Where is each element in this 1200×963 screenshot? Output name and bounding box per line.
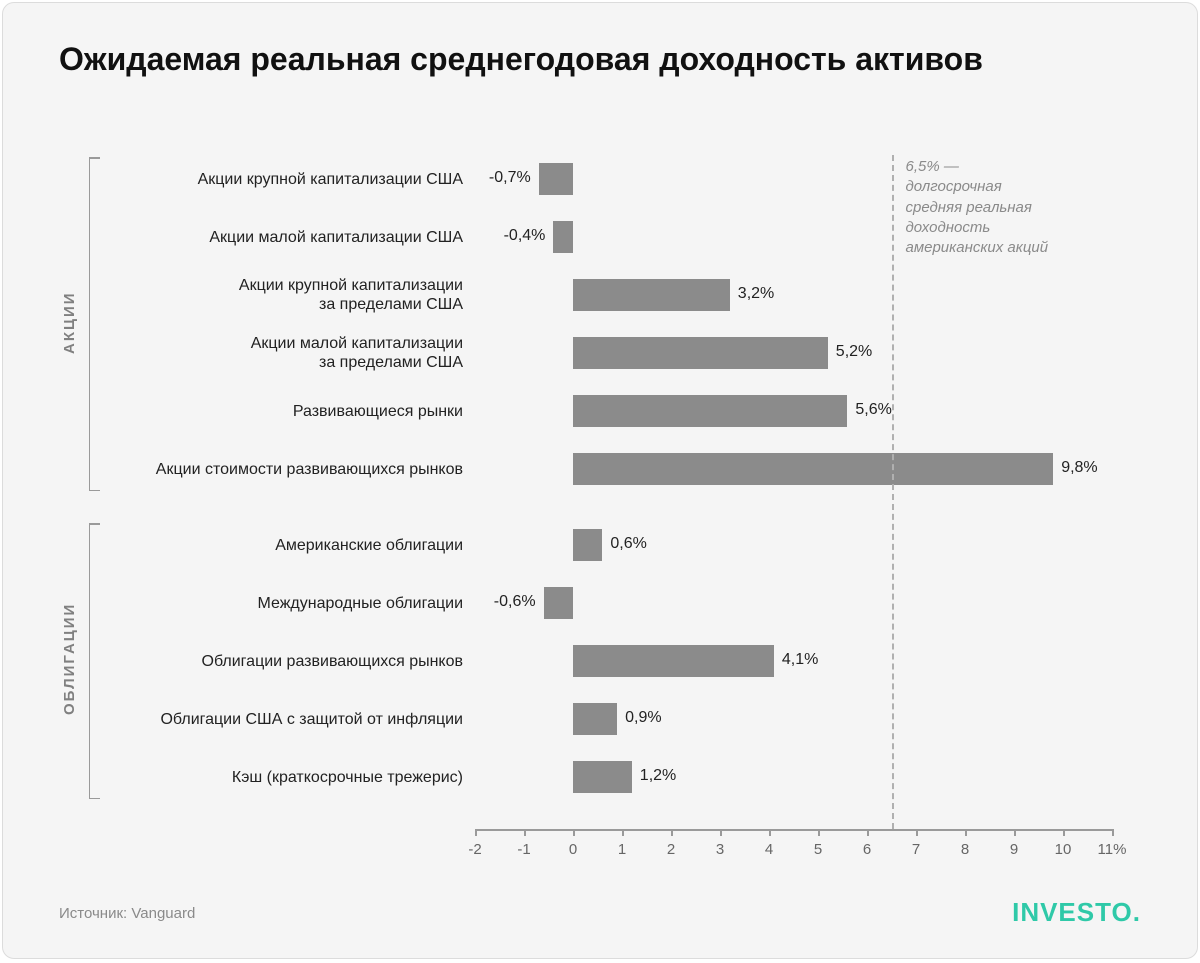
bar-value: 9,8% [1061, 459, 1097, 477]
x-tick [769, 829, 771, 836]
bar-value: 4,1% [782, 651, 818, 669]
group-label: АКЦИИ [61, 294, 78, 354]
x-tick-label: -1 [517, 841, 530, 858]
brand-logo: INVESTO. [1012, 897, 1141, 928]
bar [573, 529, 602, 561]
bar-label: Акции малой капитализации США [103, 228, 463, 247]
x-tick [916, 829, 918, 836]
bar-value: -0,7% [489, 169, 531, 187]
x-tick [965, 829, 967, 836]
group-label: ОБЛИГАЦИИ [61, 607, 78, 715]
bar [573, 703, 617, 735]
x-tick [573, 829, 575, 836]
x-tick-label: 6 [863, 841, 871, 858]
x-tick-label: 2 [667, 841, 675, 858]
bar [573, 645, 774, 677]
logo-text: INVESTO [1012, 897, 1133, 927]
x-tick-label: 9 [1010, 841, 1018, 858]
bar [573, 453, 1053, 485]
bar-label: Кэш (краткосрочные трежерис) [103, 768, 463, 787]
bar-value: -0,4% [504, 227, 546, 245]
x-axis [475, 829, 1112, 831]
x-tick [1063, 829, 1065, 836]
bar-value: 5,2% [836, 343, 872, 361]
bar-label: Американские облигации [103, 536, 463, 555]
reference-label: 6,5% — долгосрочная средняя реальная дох… [906, 157, 1106, 258]
group-bracket [89, 157, 90, 491]
x-tick-label: 7 [912, 841, 920, 858]
bar [573, 761, 632, 793]
x-tick [475, 829, 477, 836]
bar-label: Акции стоимости развивающихся рынков [103, 460, 463, 479]
bar-label: Облигации США с защитой от инфляции [103, 710, 463, 729]
x-tick [622, 829, 624, 836]
x-tick [671, 829, 673, 836]
x-tick-label: 5 [814, 841, 822, 858]
bar-value: 0,6% [610, 535, 646, 553]
chart-card: Ожидаемая реальная среднегодовая доходно… [2, 2, 1198, 959]
group-bracket [89, 523, 90, 799]
x-tick-label: 0 [569, 841, 577, 858]
x-tick [720, 829, 722, 836]
bar-label: Международные облигации [103, 594, 463, 613]
bar-value: 5,6% [855, 401, 891, 419]
bar [573, 395, 847, 427]
x-tick-label: 1 [618, 841, 626, 858]
bar-value: 1,2% [640, 767, 676, 785]
bar [544, 587, 573, 619]
x-tick [818, 829, 820, 836]
x-tick [867, 829, 869, 836]
x-tick-label: 10 [1055, 841, 1072, 858]
x-tick-label: 11% [1098, 841, 1127, 858]
x-tick-label: -2 [468, 841, 481, 858]
bar-label: Развивающиеся рынки [103, 402, 463, 421]
x-tick-label: 4 [765, 841, 773, 858]
bar-label: Акции крупной капитализации США [103, 170, 463, 189]
bar-value: 0,9% [625, 709, 661, 727]
x-tick-label: 3 [716, 841, 724, 858]
bar-label: Акции крупной капитализации за пределами… [103, 276, 463, 314]
logo-dot: . [1133, 897, 1141, 927]
bar-label: Облигации развивающихся рынков [103, 652, 463, 671]
bar [553, 221, 573, 253]
x-tick [524, 829, 526, 836]
chart-title: Ожидаемая реальная среднегодовая доходно… [59, 39, 1059, 79]
bar-value: -0,6% [494, 593, 536, 611]
source-text: Источник: Vanguard [59, 905, 195, 922]
x-tick-label: 8 [961, 841, 969, 858]
bar [573, 337, 828, 369]
reference-line [892, 155, 894, 829]
bar-value: 3,2% [738, 285, 774, 303]
x-tick [1112, 829, 1114, 836]
bar [539, 163, 573, 195]
bar [573, 279, 730, 311]
bar-label: Акции малой капитализации за пределами С… [103, 334, 463, 372]
x-tick [1014, 829, 1016, 836]
